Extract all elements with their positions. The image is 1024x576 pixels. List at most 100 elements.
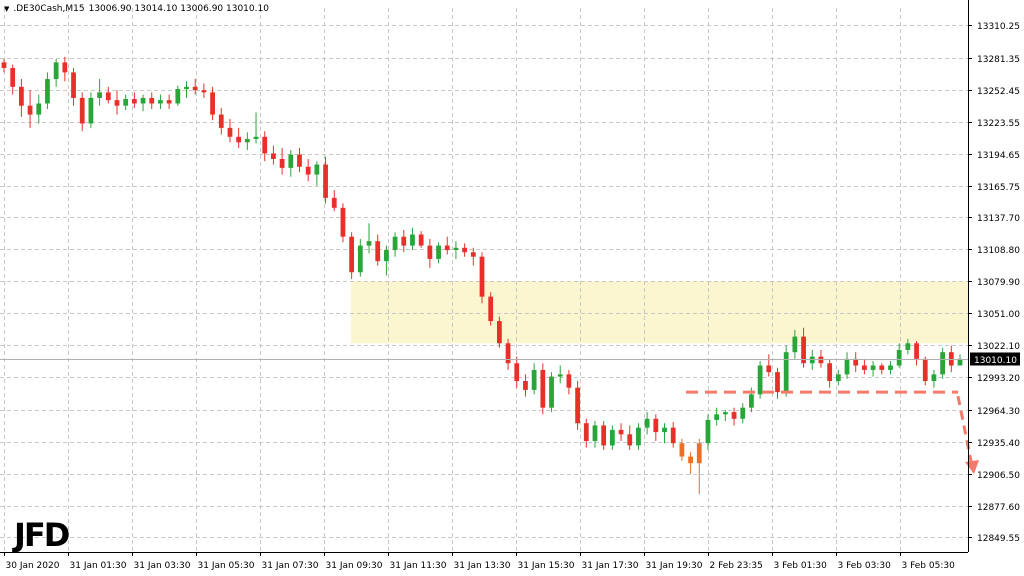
candle-body (384, 250, 389, 262)
x-tick-label: 30 Jan 2020 (6, 561, 60, 571)
candle-body (888, 365, 893, 370)
candle-body (775, 372, 780, 393)
y-tick-label: 13022.10 (977, 342, 1020, 352)
candle-body (740, 407, 746, 419)
candle-body (18, 86, 24, 106)
candle-body (227, 127, 233, 137)
candle-body (870, 365, 876, 370)
ohlc-values: 13006.90 13014.10 13006.90 13010.10 (88, 4, 269, 14)
x-tick-label: 3 Feb 05:30 (902, 561, 956, 571)
candle-body (575, 387, 580, 424)
candle-body (97, 92, 102, 98)
y-tick-label: 12877.60 (977, 503, 1020, 513)
candle-body (653, 418, 659, 433)
candle-body (244, 139, 250, 143)
candle-body (905, 343, 911, 350)
candle-body (696, 443, 702, 464)
y-tick-label: 12935.40 (977, 439, 1020, 449)
x-tick-label: 31 Jan 17:30 (582, 561, 639, 571)
candle-body (192, 86, 198, 91)
candle-body (766, 365, 772, 373)
candle-body (835, 374, 841, 382)
candle-body (1, 62, 7, 68)
candle-body (79, 97, 85, 124)
candle-body (453, 247, 459, 251)
candle-body (879, 365, 885, 370)
candle-body (557, 374, 563, 377)
candle-body (662, 427, 667, 433)
candle-body (757, 365, 763, 395)
candle-body (366, 241, 372, 246)
y-tick-label: 12993.20 (977, 374, 1020, 384)
candle-body (731, 412, 737, 419)
candle-body (305, 166, 311, 175)
candle-body (140, 97, 146, 104)
projection-arrow-line (956, 395, 974, 467)
candle-body (479, 256, 485, 297)
candle-body (392, 236, 398, 251)
candle-body (531, 369, 537, 390)
x-tick-label: 31 Jan 03:30 (134, 561, 191, 571)
candle-body (149, 97, 155, 104)
candle-body (827, 363, 833, 382)
candle-body (636, 427, 641, 446)
candle-body (184, 86, 189, 90)
candle-body (940, 352, 946, 375)
x-tick-label: 31 Jan 01:30 (70, 561, 127, 571)
candle-body (340, 207, 346, 237)
candle-body (131, 99, 137, 104)
candle-body (853, 358, 859, 366)
candle-body (783, 352, 789, 393)
candle-body (45, 79, 50, 104)
candle-body (514, 363, 520, 382)
supply-zone-layer (351, 281, 968, 344)
x-tick-label: 2 Feb 23:35 (710, 561, 763, 571)
resistance-zone (351, 281, 968, 344)
x-tick-label: 31 Jan 13:30 (454, 561, 511, 571)
candle-body (62, 62, 68, 73)
x-tick-label: 3 Feb 03:30 (838, 561, 892, 571)
candle-body (53, 62, 59, 80)
candle-body (505, 343, 511, 364)
symbol-label: .DE30Cash,M15 (13, 4, 85, 14)
candle-body (844, 358, 850, 375)
current-price-box (970, 352, 1020, 366)
y-tick-label: 12964.30 (977, 407, 1020, 417)
candle-body (749, 394, 754, 408)
candle-body (549, 376, 554, 408)
candle-body (36, 103, 42, 115)
candle-body (401, 236, 407, 246)
candle-body (714, 414, 720, 420)
candle-body (27, 105, 33, 115)
candle-body (957, 358, 963, 366)
dropdown-triangle-icon[interactable]: ▼ (4, 5, 10, 13)
candle-body (862, 365, 867, 370)
candle-body (670, 427, 676, 444)
y-tick-label: 13079.90 (977, 278, 1020, 288)
logo-text: JFD (14, 516, 70, 554)
candle-body (418, 234, 424, 246)
candle-body (444, 245, 450, 251)
x-tick-label: 31 Jan 19:30 (646, 561, 703, 571)
x-tick-label: 31 Jan 11:30 (390, 561, 447, 571)
candle-body (10, 67, 16, 87)
current-price-label: 13010.10 (974, 356, 1017, 366)
candle-body (262, 136, 268, 154)
candle-body (158, 100, 163, 104)
candle-body (279, 158, 285, 168)
candle-body (210, 92, 215, 115)
x-tick-label: 31 Jan 07:30 (262, 561, 319, 571)
candle-body (410, 234, 415, 246)
candle-body (331, 197, 337, 208)
candle-body (948, 352, 954, 366)
symbol-header[interactable]: ▼ .DE30Cash,M15 13006.90 13014.10 13006.… (4, 4, 269, 14)
candle-body (583, 423, 589, 441)
candle-body (436, 245, 441, 259)
candle-body (105, 92, 111, 101)
y-tick-label: 13310.25 (977, 22, 1020, 32)
candle-body (123, 99, 129, 106)
candles-layer (1, 56, 963, 495)
candle-body (705, 419, 711, 444)
